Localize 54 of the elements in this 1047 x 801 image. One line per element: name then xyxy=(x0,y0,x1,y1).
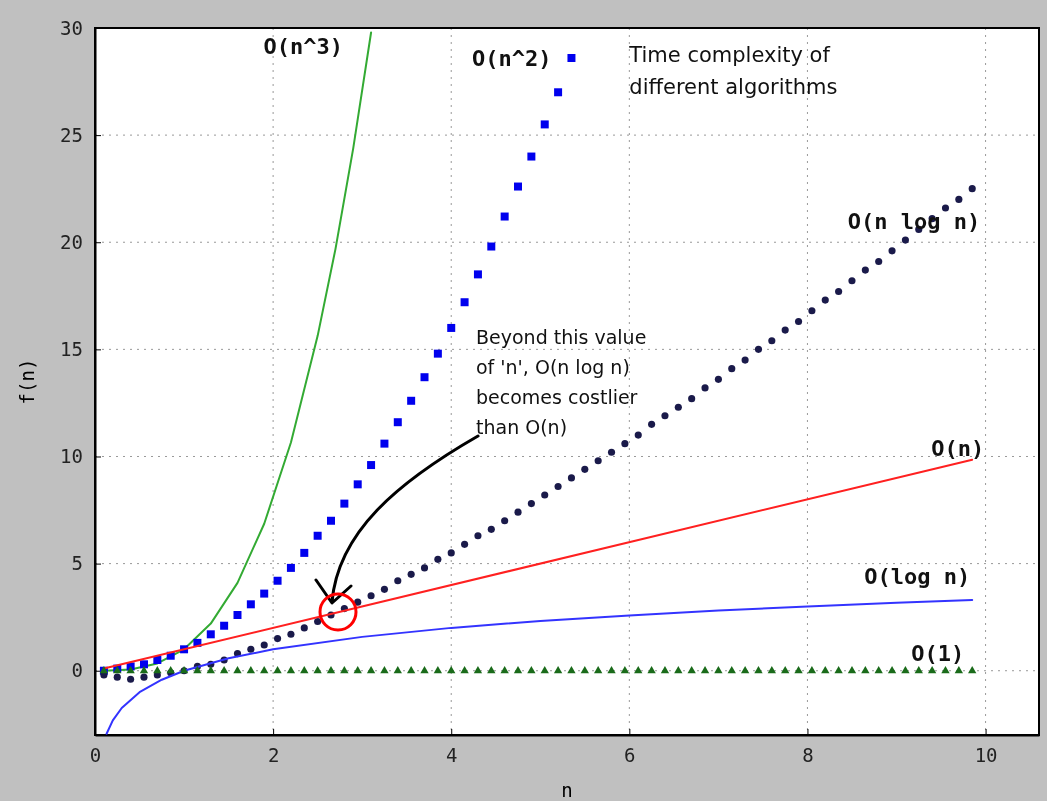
text: Time complexity of different algorithms xyxy=(628,43,838,100)
point xyxy=(220,621,229,630)
y-tick-label: 15 xyxy=(60,337,83,360)
point xyxy=(246,600,255,609)
point xyxy=(380,439,389,448)
point xyxy=(327,516,335,525)
x-tick-label: 10 xyxy=(974,744,998,767)
line-series xyxy=(105,599,974,735)
x-tick-label: 6 xyxy=(624,744,636,767)
x-axis-title: n xyxy=(561,779,573,801)
point xyxy=(567,53,576,62)
point xyxy=(527,152,536,161)
x-tick-label: 4 xyxy=(446,744,458,767)
annotation: Beyond this value of 'n', O(n log n) becomes costlier than O(n) xyxy=(476,326,647,438)
point xyxy=(206,630,215,639)
series-label: O(log n) xyxy=(864,564,971,590)
series-label: O(n) xyxy=(931,435,985,461)
series-label: O(n^3) xyxy=(263,34,344,60)
y-tick-label: 10 xyxy=(60,445,83,468)
point xyxy=(286,563,295,572)
point xyxy=(367,461,376,470)
point xyxy=(139,660,148,669)
point xyxy=(420,373,429,382)
point xyxy=(473,270,482,279)
point xyxy=(514,182,523,191)
point xyxy=(407,396,416,405)
series-label: O(n^2) xyxy=(471,45,552,71)
y-tick-label: 20 xyxy=(60,230,83,253)
point xyxy=(393,418,402,427)
point xyxy=(260,589,269,598)
point xyxy=(300,548,309,557)
series-label: O(1) xyxy=(911,640,965,666)
point xyxy=(340,499,349,508)
point xyxy=(433,349,442,358)
y-tick-label: 0 xyxy=(71,659,83,682)
point xyxy=(153,656,162,665)
y-tick-label: 5 xyxy=(71,552,83,575)
point xyxy=(313,531,322,540)
y-tick-label: 30 xyxy=(60,16,83,39)
point xyxy=(487,242,496,251)
point xyxy=(233,611,242,620)
x-tick-label: 8 xyxy=(802,744,814,767)
point xyxy=(540,120,549,129)
series-label: O(n log n) xyxy=(847,208,981,234)
x-tick-label: 2 xyxy=(267,744,280,767)
point xyxy=(554,88,563,97)
point xyxy=(353,480,362,489)
x-tick-label: 0 xyxy=(89,744,102,767)
point xyxy=(500,212,509,221)
y-axis-title: f(n) xyxy=(16,358,38,405)
point xyxy=(273,576,282,585)
point xyxy=(447,323,456,332)
point xyxy=(460,298,469,307)
y-tick-label: 25 xyxy=(60,123,83,146)
